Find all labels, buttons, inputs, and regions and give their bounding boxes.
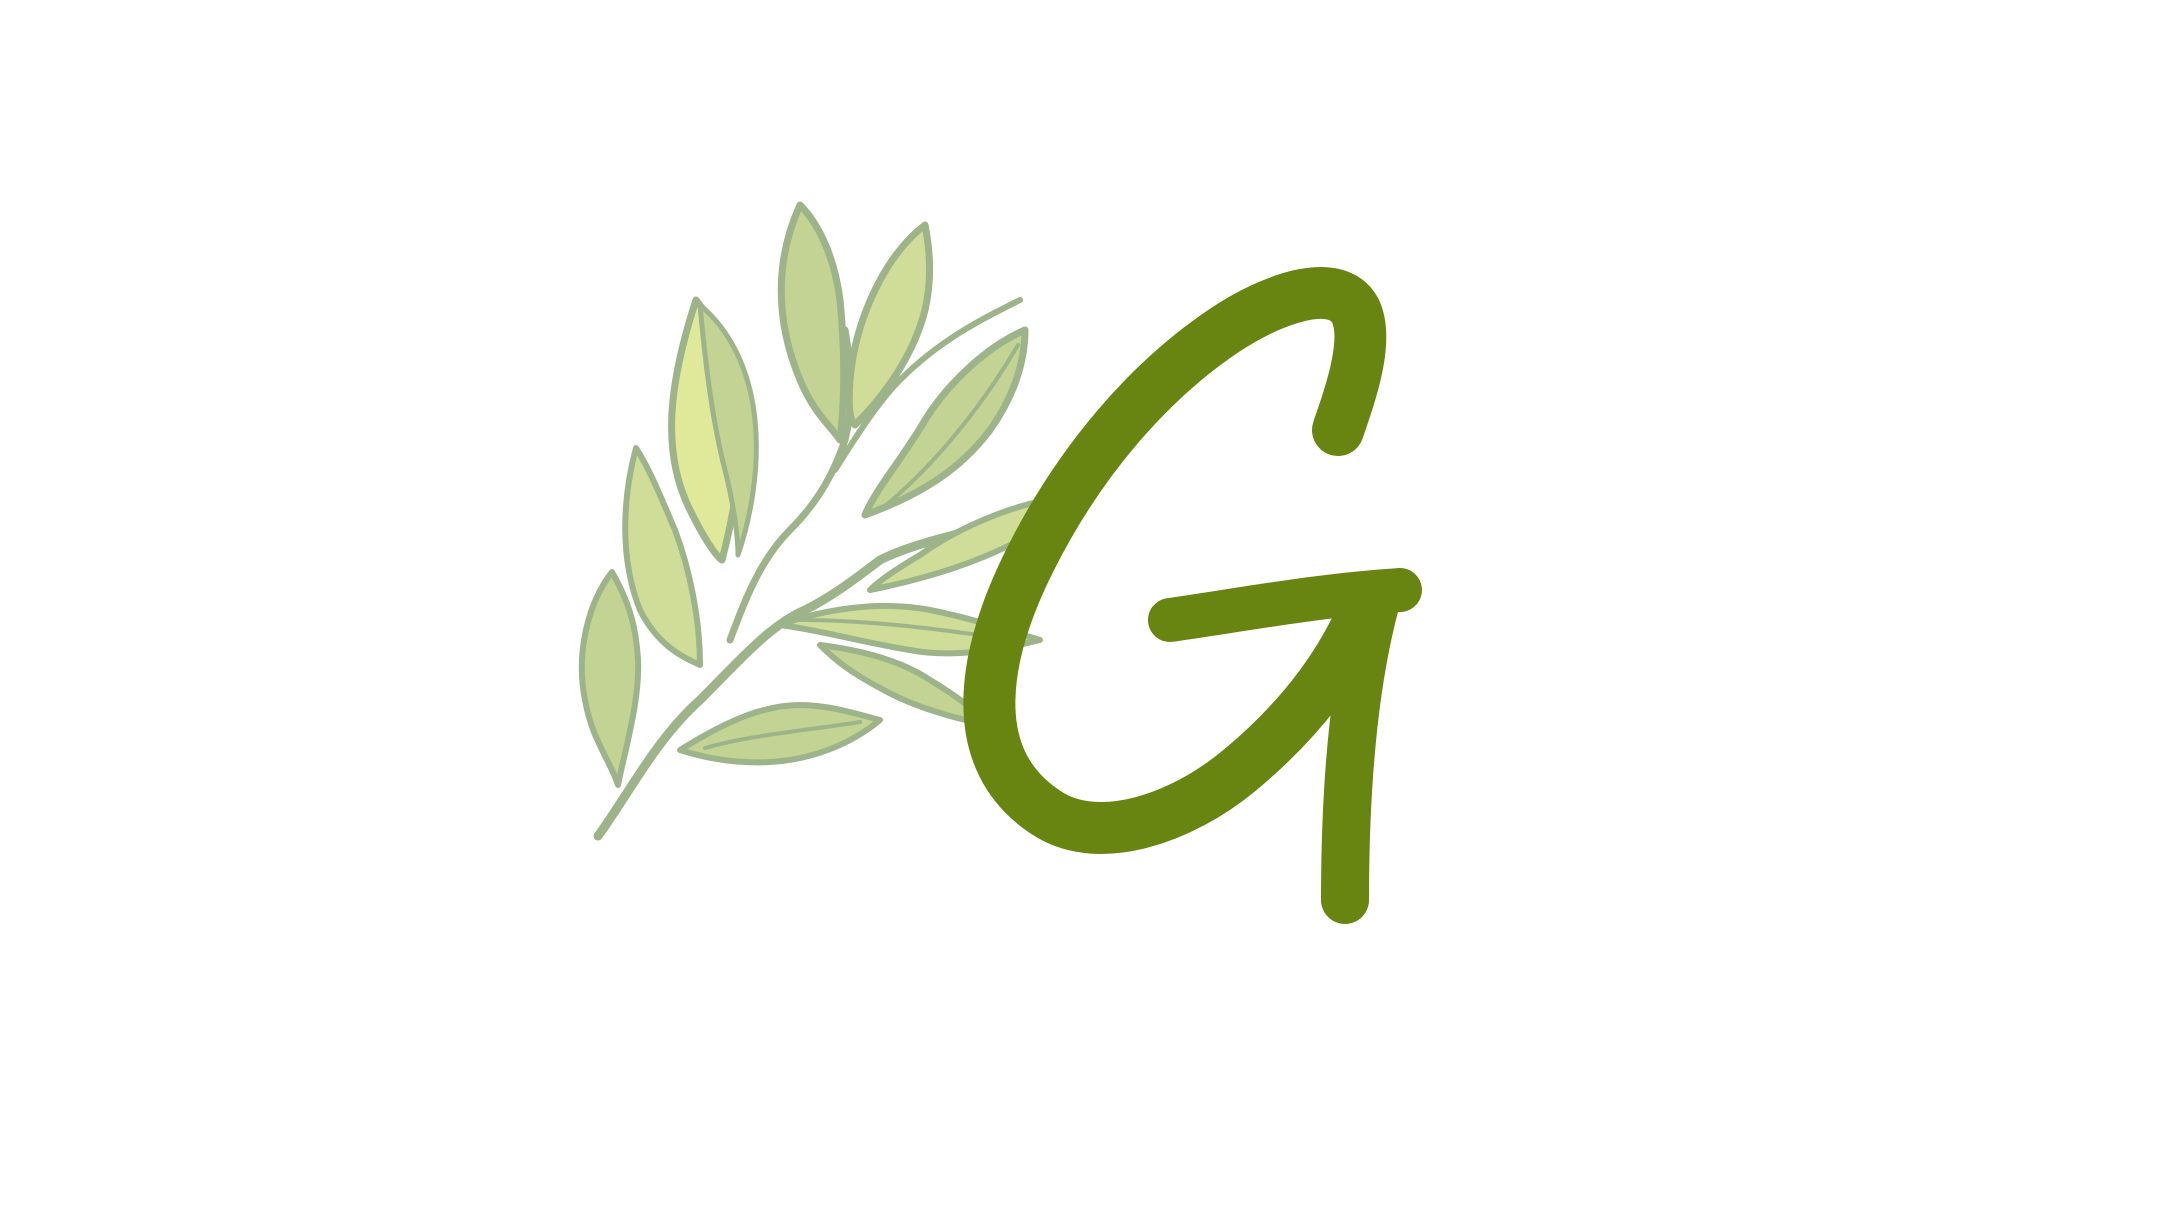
- leaf: [861, 326, 1029, 519]
- leaf: [777, 201, 848, 444]
- branch-twig-top: [832, 297, 1023, 473]
- olive-branch-icon: [578, 201, 1065, 841]
- leaf: [622, 445, 703, 668]
- letter-g-descender: [1321, 581, 1399, 924]
- leaf: [578, 569, 642, 788]
- letter-g-main-stroke: [963, 267, 1387, 854]
- leaf: [697, 302, 759, 558]
- leaf-vein: [703, 720, 862, 750]
- monogram-letter-g: [963, 267, 1422, 924]
- leaf: [845, 221, 933, 429]
- leaf-vein: [878, 343, 1020, 512]
